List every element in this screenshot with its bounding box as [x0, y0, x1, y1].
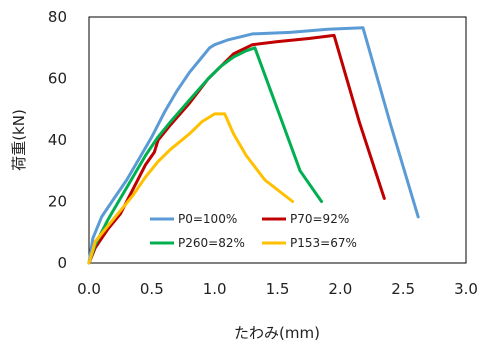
- legend-label: P70=92%: [290, 212, 349, 226]
- y-tick-label: 60: [48, 70, 67, 88]
- x-tick-label: 2.0: [328, 280, 352, 298]
- series-line: [87, 46, 323, 265]
- x-axis-title: たわみ(mm): [234, 324, 320, 342]
- y-tick-label: 20: [48, 193, 67, 211]
- plot-area-frame: [88, 16, 467, 264]
- x-tick-label: 0.0: [77, 280, 101, 298]
- legend-label: P153=67%: [290, 236, 357, 250]
- y-tick-labels: 0 20 40 60 80: [48, 8, 67, 272]
- legend-label: P0=100%: [178, 212, 237, 226]
- y-axis-title: 荷重(kN): [10, 109, 28, 171]
- x-tick-label: 2.5: [391, 280, 415, 298]
- legend-label: P260=82%: [178, 236, 245, 250]
- x-tick-label: 1.5: [266, 280, 290, 298]
- y-tick-label: 0: [57, 254, 67, 272]
- legend: P0=100% P70=92% P260=82% P153=67%: [150, 212, 357, 250]
- y-tick-label: 40: [48, 131, 67, 149]
- x-tick-label: 3.0: [454, 280, 478, 298]
- x-tick-label: 1.0: [203, 280, 227, 298]
- series-line: [87, 33, 386, 265]
- x-tick-labels: 0.0 0.5 1.0 1.5 2.0 2.5 3.0: [77, 280, 478, 298]
- y-tick-label: 80: [48, 8, 67, 26]
- x-tick-label: 0.5: [140, 280, 164, 298]
- series-line: [87, 112, 295, 265]
- series-layer: [87, 26, 420, 265]
- series-line: [87, 26, 420, 265]
